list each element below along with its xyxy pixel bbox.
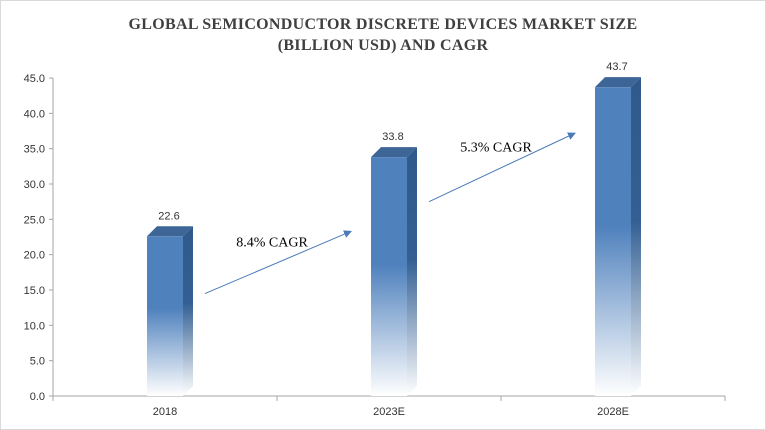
- axes: 0.0 5.0 10.0 15.0 20.0 25.0 30.0 35.0 40.0 45.0 20…: [24, 73, 726, 418]
- cagr-annotation: 8.4% CAGR: [204, 230, 352, 294]
- data-labels: 22.6 33.8 43.7: [158, 61, 627, 222]
- bar-front-face: [371, 157, 407, 396]
- bar-top-face: [595, 77, 641, 88]
- bar-top-face: [371, 147, 417, 158]
- bar-side-face: [407, 147, 417, 396]
- bar-2023E: [371, 147, 417, 396]
- x-tick-label: 2028E: [597, 406, 629, 418]
- bar-side-face: [631, 77, 641, 396]
- bar-top-face: [147, 226, 193, 237]
- cagr-arrow: [204, 230, 352, 294]
- x-tick-label: 2018: [153, 406, 177, 418]
- cagr-annotations: 8.4% CAGR 5.3% CAGR: [204, 132, 576, 294]
- cagr-label: 5.3% CAGR: [460, 140, 532, 155]
- chart-title-line1: GLOBAL SEMICONDUCTOR DISCRETE DEVICES MA…: [128, 16, 638, 33]
- x-tick-label: 2023E: [373, 406, 405, 418]
- y-tick-label: 35.0: [24, 144, 45, 156]
- bar-front-face: [595, 87, 631, 396]
- chart-title-line2: (BILLION USD) AND CAGR: [277, 37, 489, 54]
- cagr-label: 8.4% CAGR: [236, 235, 308, 250]
- y-tick-label: 30.0: [24, 179, 45, 191]
- data-label: 22.6: [158, 210, 179, 222]
- cagr-arrow: [428, 132, 576, 203]
- y-tick-label: 40.0: [24, 108, 45, 120]
- bar-side-face: [183, 226, 193, 396]
- cagr-annotation: 5.3% CAGR: [428, 132, 576, 203]
- y-tick-label: 10.0: [24, 320, 45, 332]
- chart-title: GLOBAL SEMICONDUCTOR DISCRETE DEVICES MA…: [0, 14, 766, 56]
- data-label: 33.8: [382, 131, 403, 143]
- y-tick-label: 25.0: [24, 214, 45, 226]
- y-tick-label: 20.0: [24, 250, 45, 262]
- data-label: 43.7: [606, 61, 627, 73]
- bars: [147, 77, 641, 396]
- bar-front-face: [147, 236, 183, 396]
- y-tick-label: 5.0: [30, 356, 45, 368]
- y-tick-label: 0.0: [30, 391, 45, 403]
- y-tick-label: 45.0: [24, 73, 45, 85]
- bar-2018: [147, 226, 193, 396]
- bar-2028E: [595, 77, 641, 396]
- y-tick-label: 15.0: [24, 285, 45, 297]
